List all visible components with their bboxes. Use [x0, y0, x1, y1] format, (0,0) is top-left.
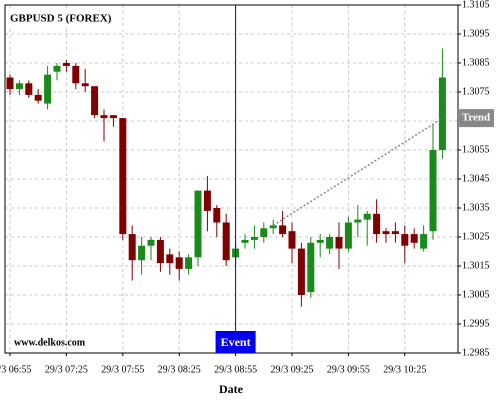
trend-label-bg [458, 109, 494, 128]
candle-body [194, 190, 202, 258]
y-tick-label: 1.3005 [462, 289, 490, 300]
y-tick-label: 1.3105 [462, 0, 490, 10]
candle-body [156, 239, 164, 264]
candle-body [147, 239, 155, 246]
candle-body [62, 63, 70, 66]
title-bg [7, 10, 107, 28]
event-label-bg [215, 331, 256, 353]
candle-body [166, 254, 174, 264]
y-tick-label: 1.3045 [462, 173, 490, 184]
x-tick-label: 29/3 07:25 [45, 364, 88, 375]
y-tick-label: 1.3015 [462, 260, 490, 271]
candle-body [297, 248, 305, 295]
y-tick-label: 1.2985 [462, 347, 490, 358]
candle-body [307, 242, 315, 293]
watermark: www.delkos.com [14, 337, 86, 348]
candle-body [241, 239, 249, 243]
candle-body [354, 219, 362, 223]
chart-title: GBPUSD 5 (FOREX) [10, 13, 112, 25]
candle-body [109, 115, 117, 119]
candle-body [185, 257, 193, 269]
candle-body [391, 231, 399, 235]
candle-body [222, 222, 230, 261]
candle-body [288, 231, 296, 249]
candle-body [316, 239, 324, 243]
candle-body [260, 228, 268, 237]
candle-body [429, 150, 437, 232]
y-tick-label: 1.3025 [462, 231, 490, 242]
x-tick-label: 29/3 07:55 [101, 364, 144, 375]
x-tick-label: 29/3 10:25 [383, 364, 426, 375]
candle-body [25, 83, 33, 95]
candle-body [326, 237, 334, 249]
candle-body [344, 222, 352, 249]
candle-body [363, 213, 371, 220]
candle-body [382, 231, 390, 235]
y-tick-label: 1.3055 [462, 144, 490, 155]
candle-body [100, 115, 108, 119]
candle-body [175, 257, 183, 269]
trend-line [272, 117, 443, 227]
candle-body [34, 94, 42, 101]
x-tick-label: 29/3 08:55 [214, 364, 257, 375]
candle-body [53, 65, 61, 72]
y-tick-label: 1.2995 [462, 318, 490, 329]
y-tick-label: 1.3095 [462, 28, 490, 39]
candle-body [438, 77, 446, 150]
candle-body [250, 237, 258, 240]
candle-body [81, 83, 89, 87]
candle-body [203, 190, 211, 211]
candle-body [401, 234, 409, 246]
candle-body [335, 237, 343, 249]
candle-body [410, 234, 418, 243]
candle-body [279, 225, 287, 235]
candle-body [15, 83, 23, 90]
candle-body [128, 234, 136, 261]
y-tick-label: 1.3085 [462, 57, 490, 68]
candle-body [269, 225, 277, 229]
candle-body [420, 234, 428, 249]
x-axis-title: Date [219, 382, 244, 396]
candle-body [44, 74, 52, 104]
candle-body [6, 77, 14, 90]
candle-body [373, 213, 381, 235]
candle-body [91, 86, 99, 116]
y-tick-label: 1.3035 [462, 202, 490, 213]
x-tick-label: 29/3 09:55 [327, 364, 370, 375]
x-tick-label: 29/3 09:25 [270, 364, 313, 375]
x-tick-label: 29/3 08:25 [158, 364, 201, 375]
y-tick-label: 1.3075 [462, 86, 490, 97]
event-label: Event [221, 335, 251, 349]
x-tick-label: 29/3 06:55 [0, 364, 32, 375]
plot-area [5, 5, 458, 353]
candle-body [72, 65, 80, 84]
candle-body [138, 245, 146, 261]
trend-label: Trend [462, 112, 490, 124]
candle-body [119, 118, 127, 235]
candle-body [213, 208, 221, 223]
